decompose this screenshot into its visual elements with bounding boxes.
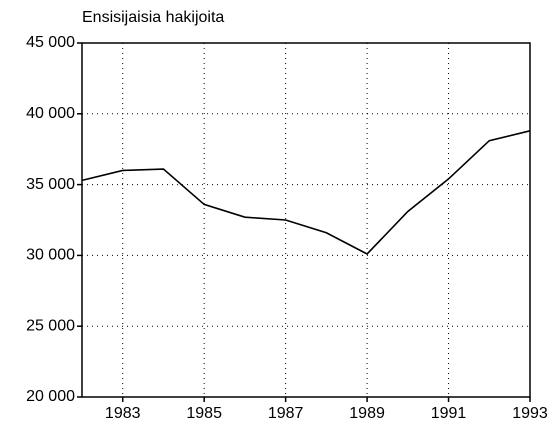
plot-frame bbox=[81, 42, 531, 398]
x-tick-label: 1985 bbox=[186, 405, 222, 422]
x-tick-label: 1989 bbox=[349, 405, 385, 422]
x-tick-label: 1993 bbox=[512, 405, 548, 422]
x-tick-label: 1991 bbox=[431, 405, 467, 422]
chart-title: Ensisijaisia hakijoita bbox=[82, 9, 224, 26]
y-tick-label: 45 000 bbox=[26, 34, 75, 51]
x-tick-label: 1983 bbox=[105, 405, 141, 422]
y-tick-label: 35 000 bbox=[26, 176, 75, 193]
y-tick-label: 25 000 bbox=[26, 317, 75, 334]
y-tick-label: 20 000 bbox=[26, 388, 75, 405]
y-tick-label: 30 000 bbox=[26, 247, 75, 264]
line bbox=[81, 130, 531, 255]
y-tick-label: 40 000 bbox=[26, 105, 75, 122]
x-tick-label: 1987 bbox=[268, 405, 304, 422]
